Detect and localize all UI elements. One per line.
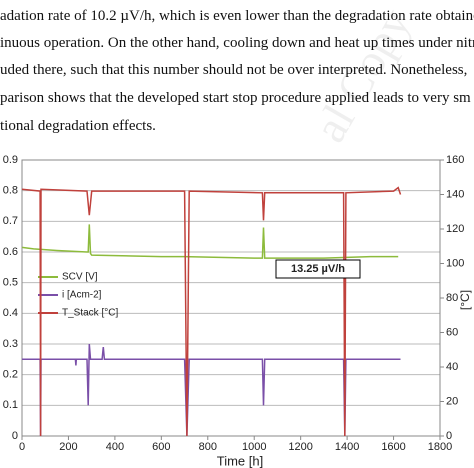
- series-line: [21, 224, 399, 259]
- y-tick-label: 0.9: [3, 154, 18, 166]
- y2-tick-label: 20: [446, 395, 458, 407]
- y2-tick-label: 120: [446, 223, 464, 235]
- y2-tick-label: 160: [446, 154, 464, 166]
- y-tick-label: 0.2: [3, 369, 18, 381]
- y2-axis-title: [°C]: [458, 290, 472, 310]
- y-tick-label: 0.6: [3, 246, 18, 258]
- text-line: adation rate of 10.2 µV/h, which is even…: [0, 8, 474, 24]
- y2-tick-label: 40: [446, 361, 458, 373]
- watermark: al Copy: [304, 0, 420, 150]
- plot-frame: [21, 159, 441, 437]
- y2-tick-label: 60: [446, 326, 458, 338]
- text-line: uded there, such that this number should…: [0, 62, 468, 78]
- text-line: tional degradation effects.: [0, 118, 156, 134]
- y-tick-label: 0.4: [3, 307, 18, 319]
- x-tick-label: 400: [106, 441, 124, 453]
- y2-tick-label: 80: [446, 292, 458, 304]
- y-tick-label: 0.5: [3, 277, 18, 289]
- annotation: 13.25 µV/h: [291, 263, 345, 275]
- y2-tick-label: 140: [446, 188, 464, 200]
- x-tick-label: 800: [199, 441, 217, 453]
- series-line: [21, 186, 402, 437]
- y-tick-label: 0.7: [3, 215, 18, 227]
- text-line: inuous operation. On the other hand, coo…: [0, 35, 474, 51]
- y-tick-label: 0.8: [3, 185, 18, 197]
- y-tick-label: 0.1: [3, 399, 18, 411]
- x-tick-label: 1800: [428, 441, 452, 453]
- y2-tick-label: 0: [446, 430, 452, 442]
- legend-label: i [Acm-2]: [62, 290, 102, 301]
- x-tick-label: 1000: [242, 441, 266, 453]
- x-tick-label: 1200: [288, 441, 312, 453]
- legend-label: T_Stack [°C]: [62, 308, 118, 319]
- legend-label: SCV [V]: [62, 272, 98, 283]
- text-line: parison shows that the developed start s…: [0, 90, 471, 106]
- x-tick-label: 0: [19, 441, 25, 453]
- y2-tick-label: 100: [446, 257, 464, 269]
- x-tick-label: 1400: [335, 441, 359, 453]
- series-line: [22, 343, 401, 437]
- y-tick-label: 0.3: [3, 338, 18, 350]
- x-tick-label: 1600: [381, 441, 405, 453]
- x-tick-label: 600: [152, 441, 170, 453]
- x-axis-title: Time [h]: [217, 453, 263, 468]
- y-tick-label: 0: [12, 430, 18, 442]
- annotation-box: [275, 259, 361, 279]
- x-tick-label: 200: [59, 441, 77, 453]
